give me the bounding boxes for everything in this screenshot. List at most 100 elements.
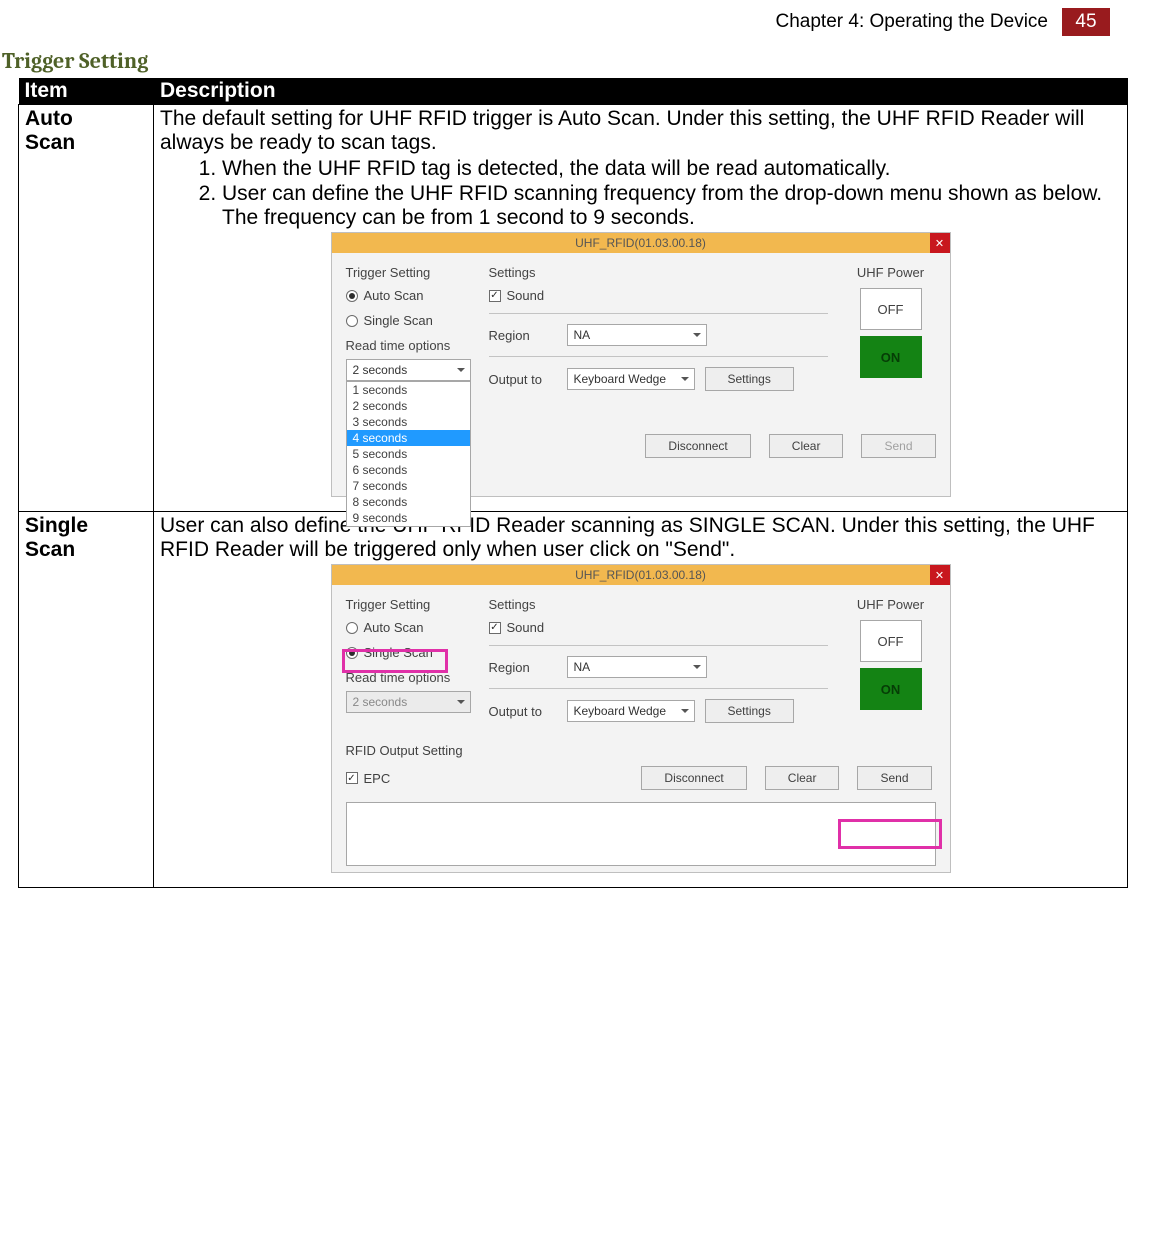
dropdown-option[interactable]: 3 seconds — [347, 414, 470, 430]
sound-label: Sound — [507, 620, 545, 635]
read-time-value: 2 seconds — [353, 695, 408, 709]
settings-button[interactable]: Settings — [705, 699, 794, 723]
output-to-value: Keyboard Wedge — [574, 372, 667, 386]
dropdown-option[interactable]: 1 seconds — [347, 382, 470, 398]
output-to-label: Output to — [489, 704, 557, 719]
trigger-setting-label: Trigger Setting — [346, 265, 471, 280]
epc-checkbox[interactable]: EPC — [346, 771, 391, 786]
region-label: Region — [489, 660, 557, 675]
auto-scan-desc: The default setting for UHF RFID trigger… — [160, 107, 1121, 155]
sound-checkbox[interactable]: Sound — [489, 620, 828, 635]
divider — [489, 356, 828, 357]
disconnect-button[interactable]: Disconnect — [645, 434, 750, 458]
checkbox-icon — [489, 290, 501, 302]
dropdown-option[interactable]: 6 seconds — [347, 462, 470, 478]
radio-icon — [346, 647, 358, 659]
power-on-button[interactable]: ON — [860, 336, 922, 378]
table-row: AutoScan The default setting for UHF RFI… — [19, 105, 1128, 512]
divider — [489, 688, 828, 689]
clear-button[interactable]: Clear — [765, 766, 840, 790]
read-time-label: Read time options — [346, 670, 471, 685]
settings-button[interactable]: Settings — [705, 367, 794, 391]
table-header-description: Description — [154, 78, 1128, 105]
close-icon[interactable]: ✕ — [930, 565, 950, 585]
trigger-setting-table: Item Description AutoScan The default se… — [18, 78, 1128, 888]
single-scan-desc: User can also define the UHF RFID Reader… — [160, 514, 1121, 562]
window-titlebar: UHF_RFID(01.03.00.18) ✕ — [332, 565, 950, 585]
power-off-button[interactable]: OFF — [860, 620, 922, 662]
output-to-value: Keyboard Wedge — [574, 704, 667, 718]
table-row: SingleScan User can also define the UHF … — [19, 512, 1128, 888]
output-to-select[interactable]: Keyboard Wedge — [567, 700, 695, 722]
radio-icon — [346, 290, 358, 302]
dropdown-option[interactable]: 2 seconds — [347, 398, 470, 414]
radio-icon — [346, 622, 358, 634]
checkbox-icon — [489, 622, 501, 634]
item-cell-auto-scan: AutoScan — [19, 105, 154, 512]
region-select[interactable]: NA — [567, 656, 707, 678]
page-header: Chapter 4: Operating the Device 45 — [0, 0, 1110, 48]
output-to-label: Output to — [489, 372, 557, 387]
auto-scan-radio-label: Auto Scan — [364, 288, 424, 303]
close-icon[interactable]: ✕ — [930, 233, 950, 253]
read-time-select[interactable]: 2 seconds — [346, 359, 471, 381]
checkbox-icon — [346, 772, 358, 784]
single-scan-radio-label: Single Scan — [364, 313, 433, 328]
divider — [489, 313, 828, 314]
settings-label: Settings — [489, 597, 828, 612]
page-number: 45 — [1062, 8, 1110, 36]
single-scan-radio[interactable]: Single Scan — [346, 645, 471, 660]
chapter-title: Chapter 4: Operating the Device — [776, 11, 1049, 33]
single-scan-radio-label: Single Scan — [364, 645, 433, 660]
send-button[interactable]: Send — [861, 434, 935, 458]
desc-cell-single-scan: User can also define the UHF RFID Reader… — [154, 512, 1128, 888]
rfid-output-setting-label: RFID Output Setting — [346, 743, 936, 758]
rfid-app-window-single: UHF_RFID(01.03.00.18) ✕ Trigger Setting … — [331, 564, 951, 873]
send-button[interactable]: Send — [857, 766, 931, 790]
region-select[interactable]: NA — [567, 324, 707, 346]
dropdown-option[interactable]: 5 seconds — [347, 446, 470, 462]
trigger-setting-label: Trigger Setting — [346, 597, 471, 612]
read-time-label: Read time options — [346, 338, 471, 353]
region-value: NA — [574, 660, 591, 674]
dropdown-option[interactable]: 8 seconds — [347, 494, 470, 510]
desc-cell-auto-scan: The default setting for UHF RFID trigger… — [154, 105, 1128, 512]
dropdown-option[interactable]: 7 seconds — [347, 478, 470, 494]
window-title: UHF_RFID(01.03.00.18) — [575, 568, 706, 582]
power-on-button[interactable]: ON — [860, 668, 922, 710]
list-item: When the UHF RFID tag is detected, the d… — [222, 157, 1121, 181]
auto-scan-radio[interactable]: Auto Scan — [346, 620, 471, 635]
read-time-dropdown-list[interactable]: 1 seconds 2 seconds 3 seconds 4 seconds … — [346, 381, 471, 527]
disconnect-button[interactable]: Disconnect — [641, 766, 746, 790]
uhf-power-label: UHF Power — [846, 597, 936, 612]
dropdown-option[interactable]: 9 seconds — [347, 510, 470, 526]
settings-label: Settings — [489, 265, 828, 280]
divider — [489, 645, 828, 646]
single-scan-radio[interactable]: Single Scan — [346, 313, 471, 328]
power-off-button[interactable]: OFF — [860, 288, 922, 330]
window-titlebar: UHF_RFID(01.03.00.18) ✕ — [332, 233, 950, 253]
output-to-select[interactable]: Keyboard Wedge — [567, 368, 695, 390]
auto-scan-list: When the UHF RFID tag is detected, the d… — [160, 157, 1121, 230]
list-item: User can define the UHF RFID scanning fr… — [222, 182, 1121, 230]
read-time-value: 2 seconds — [353, 363, 408, 377]
radio-icon — [346, 315, 358, 327]
epc-label: EPC — [364, 771, 391, 786]
auto-scan-radio-label: Auto Scan — [364, 620, 424, 635]
uhf-power-label: UHF Power — [846, 265, 936, 280]
sound-checkbox[interactable]: Sound — [489, 288, 828, 303]
auto-scan-radio[interactable]: Auto Scan — [346, 288, 471, 303]
section-heading: Trigger Setting — [2, 48, 1110, 74]
output-textarea[interactable] — [346, 802, 936, 866]
read-time-select: 2 seconds — [346, 691, 471, 713]
item-cell-single-scan: SingleScan — [19, 512, 154, 888]
window-title: UHF_RFID(01.03.00.18) — [575, 236, 706, 250]
rfid-app-window-auto: UHF_RFID(01.03.00.18) ✕ Trigger Setting … — [331, 232, 951, 497]
region-label: Region — [489, 328, 557, 343]
clear-button[interactable]: Clear — [769, 434, 844, 458]
dropdown-option[interactable]: 4 seconds — [347, 430, 470, 446]
region-value: NA — [574, 328, 591, 342]
button-row: Disconnect Clear Send — [641, 766, 935, 790]
sound-label: Sound — [507, 288, 545, 303]
table-header-item: Item — [19, 78, 154, 105]
